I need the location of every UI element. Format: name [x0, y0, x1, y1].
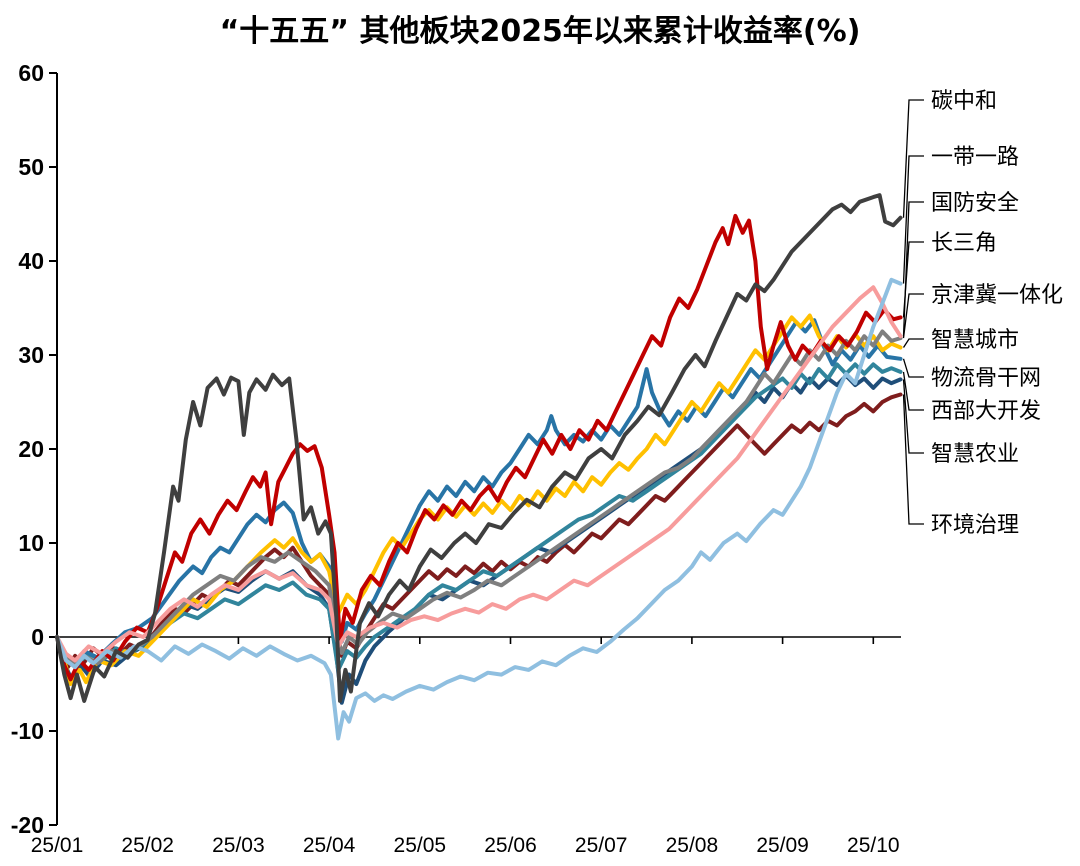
y-tick-label: 20 — [18, 436, 44, 462]
legend-label-长三角: 长三角 — [931, 231, 997, 256]
series-line-国防安全 — [55, 285, 903, 663]
y-tick-label: -10 — [11, 718, 44, 744]
x-tick-label: 25/03 — [212, 834, 265, 857]
y-tick-label: 40 — [18, 248, 44, 274]
series-line-长三角 — [55, 213, 903, 682]
legend-label-西部大开发: 西部大开发 — [931, 399, 1041, 424]
legend-leader-line-环境治理 — [902, 394, 924, 525]
y-tick-label: -20 — [11, 812, 44, 838]
chart-title: “十五五” 其他板块2025年以来累计收益率(%) — [219, 14, 861, 49]
legend-label-京津冀一体化: 京津冀一体化 — [931, 283, 1063, 308]
x-tick-label: 25/02 — [121, 834, 174, 857]
legend-label-环境治理: 环境治理 — [931, 513, 1019, 538]
y-tick-label: 30 — [18, 342, 44, 368]
x-tick-label: 25/04 — [303, 834, 356, 857]
legend-label-智慧农业: 智慧农业 — [931, 442, 1019, 467]
x-tick-label: 25/05 — [394, 834, 447, 857]
x-tick-label: 25/07 — [575, 834, 628, 857]
series-line-西部大开发 — [55, 362, 903, 672]
legend-leader-line-碳中和 — [902, 99, 924, 218]
series-line-一带一路 — [55, 277, 903, 741]
y-tick-label: 60 — [18, 60, 44, 86]
legend-leader-line-智慧城市 — [902, 338, 924, 348]
x-tick-label: 25/08 — [666, 834, 719, 857]
legend-label-碳中和: 碳中和 — [931, 89, 997, 114]
legend-leader-line-一带一路 — [902, 155, 924, 284]
y-tick-label: 0 — [31, 624, 44, 650]
legend-leader-line-京津冀一体化 — [902, 293, 924, 339]
legend-label-物流骨干网: 物流骨干网 — [931, 366, 1041, 391]
x-tick-label: 25/10 — [847, 834, 900, 857]
y-tick-label: 10 — [18, 530, 44, 556]
x-tick-label: 25/09 — [756, 834, 809, 857]
legend-leader-line-物流骨干网 — [902, 358, 924, 378]
legend-label-国防安全: 国防安全 — [931, 191, 1019, 216]
x-tick-label: 25/01 — [31, 834, 84, 857]
legend-leader-line-长三角 — [902, 241, 924, 318]
series-line-环境治理 — [55, 392, 903, 670]
legend-label-智慧城市: 智慧城市 — [931, 328, 1019, 353]
series-line-碳中和 — [55, 193, 903, 703]
legend-label-一带一路: 一带一路 — [931, 145, 1019, 170]
legend-leader-line-智慧农业 — [902, 379, 924, 454]
legend-leader-line-西部大开发 — [902, 371, 924, 411]
series-line-物流骨干网 — [55, 318, 903, 666]
x-tick-label: 25/06 — [484, 834, 537, 857]
y-tick-label: 50 — [18, 154, 44, 180]
